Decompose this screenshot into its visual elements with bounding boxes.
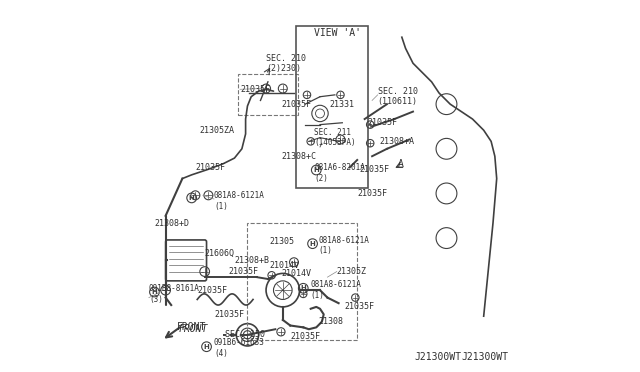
Text: 081A6-8201A
(2): 081A6-8201A (2) [314, 163, 365, 183]
Text: SEC. 210
(110611): SEC. 210 (110611) [378, 87, 418, 106]
Text: FRONT: FRONT [179, 324, 208, 334]
Text: VIEW 'A': VIEW 'A' [314, 29, 362, 38]
Text: A: A [398, 159, 404, 169]
Text: 091B6-61633
(4): 091B6-61633 (4) [214, 338, 265, 357]
Text: 21035F: 21035F [240, 85, 270, 94]
Text: 21308: 21308 [318, 317, 343, 326]
Text: 21035F: 21035F [281, 100, 311, 109]
Text: 21014V: 21014V [281, 269, 311, 278]
Text: FRONT: FRONT [177, 323, 206, 332]
Text: 21035F: 21035F [357, 189, 387, 198]
Text: 21308+B: 21308+B [234, 256, 269, 265]
Text: 21305ZA: 21305ZA [199, 126, 234, 135]
Text: 21305: 21305 [270, 237, 295, 246]
Text: 081A8-6121A
(1): 081A8-6121A (1) [214, 191, 265, 211]
Text: H: H [310, 241, 316, 247]
Text: SEC. 210
(2)230): SEC. 210 (2)230) [266, 54, 306, 73]
Text: 21606Q: 21606Q [205, 248, 235, 257]
Text: 21305Z: 21305Z [337, 267, 367, 276]
Text: H: H [189, 195, 195, 201]
Text: 21035F: 21035F [195, 163, 225, 172]
Text: H: H [300, 285, 306, 291]
Text: H: H [152, 289, 157, 295]
Text: 21035F: 21035F [197, 286, 227, 295]
Text: 21014V: 21014V [270, 262, 300, 270]
Text: 21308+A: 21308+A [380, 137, 415, 146]
Text: 21331: 21331 [330, 100, 355, 109]
Text: 21035F: 21035F [229, 267, 259, 276]
Text: 21035F: 21035F [359, 165, 389, 174]
Text: J21300WT: J21300WT [414, 352, 461, 362]
Text: 21035F: 21035F [291, 332, 320, 341]
Text: 21035F: 21035F [367, 118, 397, 127]
Text: 21308+C: 21308+C [281, 152, 316, 161]
Text: J21300WT: J21300WT [461, 352, 508, 362]
Text: H: H [204, 344, 209, 350]
Text: SEC. 211
(14053PA): SEC. 211 (14053PA) [314, 128, 356, 147]
Text: H: H [314, 167, 319, 173]
Text: 081A8-6121A
(1): 081A8-6121A (1) [310, 280, 362, 300]
Text: 21308+D: 21308+D [154, 219, 189, 228]
Text: 21035F: 21035F [344, 302, 374, 311]
Text: 21035F: 21035F [214, 310, 244, 319]
Text: SEC. 150: SEC. 150 [225, 330, 265, 339]
Text: 081A8-6121A
(1): 081A8-6121A (1) [318, 236, 369, 255]
Text: 091B8-8161A
(3): 091B8-8161A (3) [149, 284, 200, 304]
